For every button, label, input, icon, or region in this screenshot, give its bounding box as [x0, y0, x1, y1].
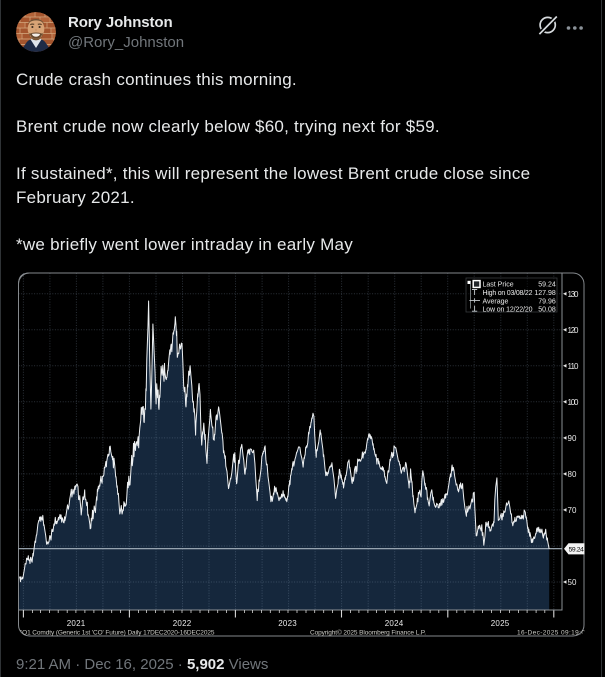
svg-text:130: 130	[568, 290, 580, 299]
svg-text:79.96: 79.96	[538, 299, 556, 306]
svg-text:High on 03/08/22: High on 03/08/22	[483, 290, 533, 297]
svg-text:80: 80	[568, 470, 577, 479]
svg-text:Average: Average	[483, 299, 509, 306]
svg-text:110: 110	[568, 362, 580, 371]
svg-text:CO1 Comdty (Generic 1st 'CO' F: CO1 Comdty (Generic 1st 'CO' Future) Dai…	[18, 630, 215, 637]
svg-text:59.24: 59.24	[538, 282, 556, 289]
svg-text:59.24: 59.24	[569, 546, 584, 553]
svg-text:2021: 2021	[67, 619, 86, 628]
svg-text:70: 70	[568, 506, 577, 515]
svg-text:Copyright© 2025 Bloomberg Fina: Copyright© 2025 Bloomberg Finance L.P.	[310, 629, 426, 637]
svg-text:2022: 2022	[173, 619, 192, 628]
svg-text:2023: 2023	[278, 619, 297, 628]
svg-text:120: 120	[568, 326, 580, 335]
svg-text:2025: 2025	[491, 619, 510, 628]
svg-text:Low on 12/22/20: Low on 12/22/20	[483, 307, 533, 314]
svg-text:50.08: 50.08	[538, 307, 556, 314]
svg-text:127.98: 127.98	[534, 290, 556, 297]
svg-text:50: 50	[568, 578, 577, 587]
svg-text:Last Price: Last Price	[483, 282, 514, 289]
svg-text:2024: 2024	[385, 619, 404, 628]
svg-text:90: 90	[568, 434, 577, 443]
svg-text:100: 100	[568, 398, 580, 407]
svg-text:16-Dec-2025 09:19:07: 16-Dec-2025 09:19:07	[517, 630, 586, 637]
